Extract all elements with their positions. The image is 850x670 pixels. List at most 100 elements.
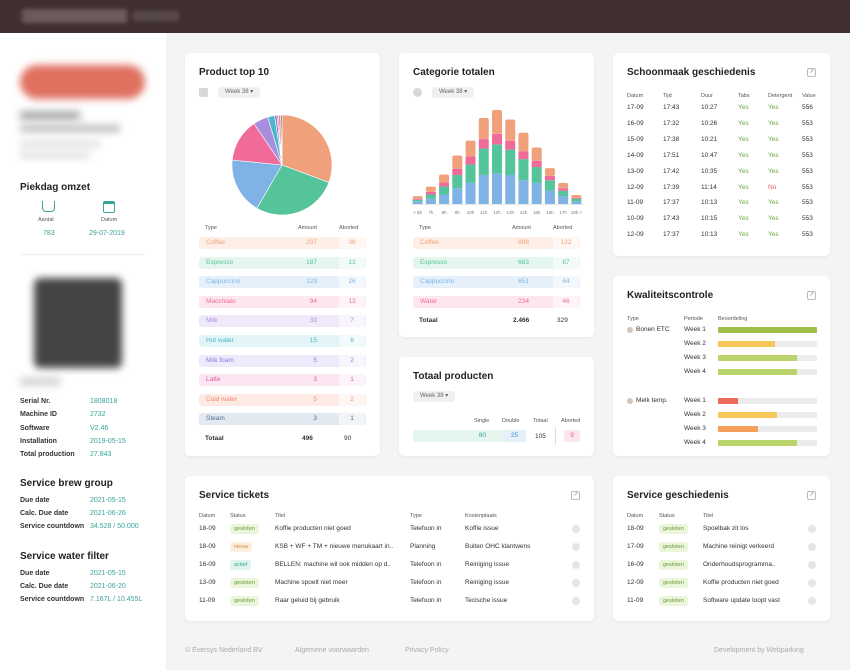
eye-icon[interactable] <box>808 561 816 569</box>
bar-2-series-1[interactable] <box>439 186 450 195</box>
x-tick-label: 9h <box>455 210 461 215</box>
bar-11-series-2[interactable] <box>558 188 569 191</box>
bar-3-series-2[interactable] <box>452 168 463 175</box>
eye-icon[interactable] <box>808 597 816 605</box>
water-due-row: Due date 2021-05-15 <box>20 570 126 577</box>
table-cell: 10:21 <box>701 135 718 143</box>
bar-10-series-0[interactable] <box>544 190 555 204</box>
bar-5-series-0[interactable] <box>478 174 489 204</box>
bar-2-series-2[interactable] <box>439 182 450 187</box>
brand-logo[interactable] <box>22 9 127 23</box>
bar-8-series-3[interactable] <box>518 132 529 152</box>
bar-0-series-3[interactable] <box>412 196 423 199</box>
bar-4-series-2[interactable] <box>465 156 476 165</box>
totaal-card: Totaal producten Week 38 ▾ Single Double… <box>399 357 594 456</box>
external-link-icon[interactable]: ↗ <box>807 291 816 300</box>
bar-7-series-0[interactable] <box>505 174 516 204</box>
bar-9-series-2[interactable] <box>531 160 542 168</box>
bar-10-series-1[interactable] <box>544 180 555 191</box>
bar-7-series-2[interactable] <box>505 140 516 150</box>
external-link-icon[interactable]: ↗ <box>807 491 816 500</box>
bar-5-series-1[interactable] <box>478 148 489 175</box>
bar-8-series-0[interactable] <box>518 180 529 204</box>
table-cell: 17:42 <box>663 167 680 175</box>
bar-8-series-1[interactable] <box>518 159 529 181</box>
bar-10-series-2[interactable] <box>544 176 555 181</box>
table-cell[interactable]: Machine reinigt verkeerd <box>703 543 775 550</box>
bar-9-series-0[interactable] <box>531 182 542 204</box>
table-cell[interactable]: Raar geluid bij gebruik <box>275 597 340 604</box>
table-cell[interactable]: KSB + WF + TM + nieuwe menukaart in.. <box>275 543 394 550</box>
table-cell[interactable]: Onderhoudsprogramma.. <box>703 561 776 568</box>
bar-4-series-3[interactable] <box>465 140 476 157</box>
bar-9-series-1[interactable] <box>531 167 542 183</box>
col-header: Tabs <box>738 93 750 99</box>
bar-4-series-1[interactable] <box>465 164 476 183</box>
eye-icon[interactable] <box>808 579 816 587</box>
eye-icon[interactable] <box>572 597 580 605</box>
bar-11-series-3[interactable] <box>558 182 569 189</box>
bar-1-series-2[interactable] <box>425 191 436 195</box>
bar-0-series-0[interactable] <box>412 201 423 204</box>
pie-slice-2[interactable] <box>231 159 283 209</box>
bar-10-series-3[interactable] <box>544 168 555 177</box>
week-dropdown[interactable]: Week 38 ▾ <box>413 391 456 402</box>
bar-9-series-3[interactable] <box>531 147 542 161</box>
bar-7-series-3[interactable] <box>505 119 516 141</box>
table-cell[interactable]: Spoelbak zit los <box>703 525 749 532</box>
bar-12-series-2[interactable] <box>571 197 582 199</box>
pie-slice-0[interactable] <box>281 114 333 183</box>
bar-4-series-0[interactable] <box>465 182 476 204</box>
table-cell[interactable]: Software update loopt vast <box>703 597 780 604</box>
bar-2-series-3[interactable] <box>439 174 450 183</box>
eye-icon[interactable] <box>572 561 580 569</box>
pie-slice-9[interactable] <box>280 114 283 166</box>
bar-8-series-2[interactable] <box>518 151 529 160</box>
divider <box>555 427 556 445</box>
footer-privacy-link[interactable]: Privacy Policy <box>405 647 449 654</box>
bar-1-series-3[interactable] <box>425 186 436 192</box>
table-cell: 16-09 <box>199 561 216 568</box>
bar-11-series-0[interactable] <box>558 196 569 204</box>
external-link-icon[interactable]: ↗ <box>807 68 816 77</box>
week-dropdown[interactable]: Week 38 ▾ <box>432 87 475 98</box>
table-cell[interactable]: BELLEN: machine wil ook midden op d.. <box>275 561 391 568</box>
bar-6-series-2[interactable] <box>492 133 502 145</box>
bar-2-series-0[interactable] <box>439 194 450 205</box>
week-dropdown[interactable]: Week 38 ▾ <box>218 87 261 98</box>
bar-3-series-1[interactable] <box>452 174 463 189</box>
bar-0-series-1[interactable] <box>412 199 423 202</box>
bar-1-series-1[interactable] <box>425 194 436 199</box>
table-cell[interactable]: Machine spoelt niet meer <box>275 579 348 586</box>
bar-5-series-3[interactable] <box>478 117 489 140</box>
bar-12-series-1[interactable] <box>571 198 582 202</box>
eye-icon[interactable] <box>572 543 580 551</box>
footer-terms-link[interactable]: Algemene voorwaarden <box>295 647 369 654</box>
bar-7-series-1[interactable] <box>505 149 516 175</box>
bar-1-series-0[interactable] <box>425 198 436 204</box>
bar-12-series-3[interactable] <box>571 195 582 198</box>
bar-11-series-1[interactable] <box>558 190 569 197</box>
bar-0-series-2[interactable] <box>412 198 423 200</box>
nav-item[interactable] <box>133 11 179 21</box>
table-cell: 553 <box>802 215 813 223</box>
eye-icon[interactable] <box>572 525 580 533</box>
week-label: Week 3 <box>684 425 706 432</box>
bar-6-series-0[interactable] <box>492 173 502 204</box>
bar-6-series-3[interactable] <box>492 110 502 134</box>
bar-6-series-1[interactable] <box>492 144 502 174</box>
machine-image <box>34 278 122 368</box>
eye-icon[interactable] <box>572 579 580 587</box>
footer-dev[interactable]: Development by Webparking <box>714 647 804 654</box>
bar-3-series-3[interactable] <box>452 155 463 169</box>
bar-5-series-2[interactable] <box>478 139 489 149</box>
bar-3-series-0[interactable] <box>452 188 463 204</box>
external-link-icon[interactable]: ↗ <box>571 491 580 500</box>
eye-icon[interactable] <box>808 525 816 533</box>
schoonmaak-card: Schoonmaak geschiedenis ↗ Datum Tijd Duur T… <box>613 53 830 256</box>
bar-12-series-0[interactable] <box>571 201 582 204</box>
eye-icon[interactable] <box>808 543 816 551</box>
table-row: Latte 3 1 <box>199 374 366 387</box>
table-cell[interactable]: Koffie producten niet goed <box>275 525 351 532</box>
table-cell[interactable]: Koffie producten niet goed <box>703 579 779 586</box>
